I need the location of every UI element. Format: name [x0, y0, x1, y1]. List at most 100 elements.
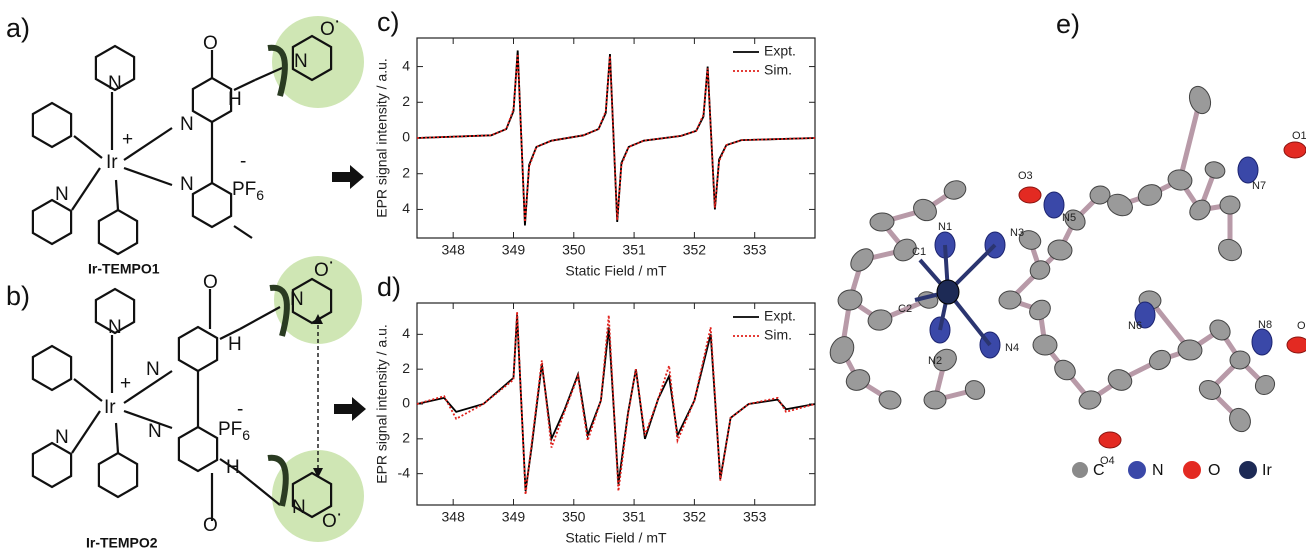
bond: [254, 66, 283, 82]
arrow: [334, 397, 366, 421]
carbon-atom: [1137, 184, 1163, 206]
carbon-atom: [1209, 319, 1231, 341]
legend-swatch: [1183, 461, 1201, 479]
y-tick-label: 2: [402, 164, 410, 180]
charge: -: [237, 399, 243, 420]
carbon-atom: [1167, 169, 1193, 191]
bond: [73, 378, 103, 402]
carbon-atom: [1198, 380, 1222, 400]
bond: [71, 410, 101, 454]
atom: N: [55, 427, 69, 448]
carbon-atom: [850, 248, 874, 272]
atom: N: [55, 184, 69, 205]
carbon-atom: [923, 390, 947, 410]
curved-arrow: [267, 454, 289, 507]
bond: [73, 135, 103, 159]
atom-label: N2: [928, 355, 942, 367]
ring: [31, 344, 73, 392]
compound-name: Ir-TEMPO2: [86, 535, 158, 551]
bond: [123, 166, 173, 187]
bond: [219, 328, 241, 340]
ring: [177, 425, 219, 473]
legend-label: O: [1208, 462, 1220, 479]
nitrogen-atom: [1237, 156, 1259, 184]
chart-title: c): [377, 7, 400, 37]
y-tick-label: 0: [402, 129, 410, 145]
charge: +: [122, 129, 133, 150]
atom-label: O4: [1100, 455, 1115, 467]
atom-label: O1: [1292, 130, 1306, 142]
carbon-atom: [1029, 260, 1051, 280]
atom: N: [294, 51, 308, 72]
tempo-highlight: [274, 256, 362, 344]
atom: N: [292, 497, 306, 518]
chart-title: d): [377, 272, 401, 302]
atom: H: [226, 457, 240, 478]
carbon-atom: [1189, 199, 1211, 221]
carbon-atom: [1254, 375, 1276, 395]
atom-label: N1: [938, 221, 952, 233]
carbon-atom: [1218, 238, 1242, 262]
charts: c) 348 349 350 351 352 353 4 2 0 2 4 Static Field / …: [374, 7, 816, 546]
charge: -: [240, 151, 246, 172]
panel-label: b): [6, 281, 30, 311]
series-line: [416, 315, 816, 492]
atom: Ir: [106, 152, 118, 173]
carbon-atom: [1018, 230, 1042, 250]
oxygen-atom: [1018, 186, 1042, 204]
x-axis-label: Static Field / mT: [565, 263, 667, 279]
atom: O: [320, 19, 335, 40]
y-axis-label: EPR signal intensity / a.u.: [374, 58, 390, 218]
bond: [219, 458, 239, 472]
carbon-atom: [845, 369, 871, 391]
curved-arrow: [267, 44, 288, 97]
atom: O: [203, 272, 218, 293]
x-tick-label: 349: [502, 509, 526, 525]
x-tick-label: 353: [743, 242, 767, 258]
nitrogen-atom: [1251, 328, 1273, 356]
carbon-atom: [1219, 195, 1241, 215]
nitrogen-atom: [1043, 191, 1065, 219]
charge: +: [120, 373, 131, 394]
atom-label: N6: [1128, 320, 1142, 332]
nitrogen-atom: [1134, 301, 1156, 329]
ring: [97, 208, 139, 256]
carbon-atom: [1148, 349, 1172, 371]
ring: [31, 101, 73, 149]
oxygen-atom: [1283, 141, 1306, 159]
legend-label: C: [1093, 462, 1105, 479]
ring: [94, 44, 136, 92]
series-line: [416, 54, 816, 222]
iridium-atom: [936, 279, 960, 305]
carbon-atom: [837, 289, 863, 311]
ring: [31, 198, 73, 246]
atom-label: N7: [1252, 180, 1266, 192]
x-tick-label: 350: [562, 509, 586, 525]
carbon-atom: [964, 380, 986, 400]
series-line: [416, 311, 816, 495]
legend-swatch: [1239, 461, 1257, 479]
carbon-atom: [1089, 185, 1111, 205]
plot-frame: [416, 302, 816, 506]
carbon-atom: [867, 309, 893, 331]
y-axis-label: EPR signal intensity / a.u.: [374, 324, 390, 484]
carbon-atom: [878, 390, 902, 410]
bond: [114, 422, 120, 454]
carbon-atom: [1107, 369, 1133, 391]
counter-ion: PF6: [218, 419, 250, 443]
atom: O: [322, 511, 337, 532]
y-tick-label: 4: [402, 200, 410, 216]
legend-label: Expt.: [764, 308, 796, 324]
atom-label: N3: [1010, 227, 1024, 239]
counter-ion-main: PF: [218, 419, 242, 440]
ring: [94, 287, 136, 335]
bond: [123, 127, 173, 161]
crystal-bond: [1177, 99, 1203, 181]
atom-label: O2: [1297, 320, 1306, 332]
x-tick-label: 351: [622, 242, 646, 258]
legend-swatch: [1072, 462, 1088, 478]
panel-label: a): [6, 13, 30, 43]
radical: ·: [334, 11, 340, 32]
series-line: [416, 50, 816, 226]
atom: O: [314, 260, 329, 281]
